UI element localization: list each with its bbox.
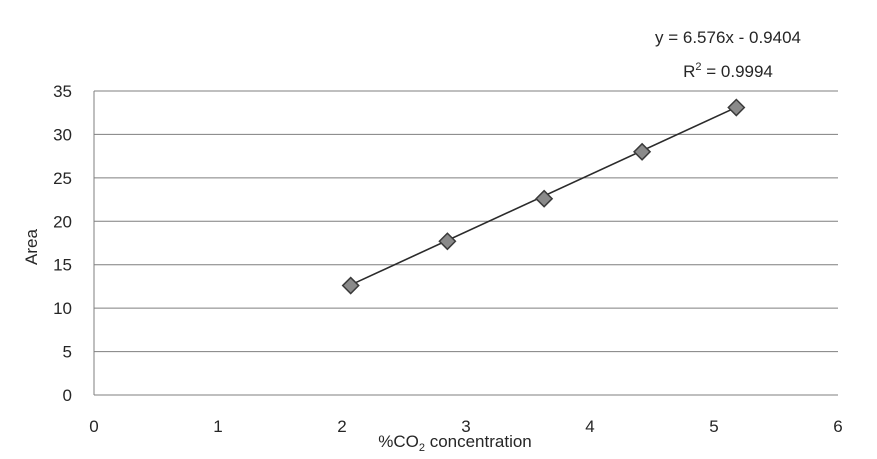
- data-points: [341, 98, 746, 295]
- r-squared-r: R: [683, 62, 695, 81]
- y-tick-label: 25: [53, 169, 72, 188]
- y-tick-label: 20: [53, 212, 72, 231]
- x-tick-label: 5: [709, 417, 718, 436]
- gridlines: [93, 90, 838, 396]
- data-point: [633, 142, 652, 161]
- x-axis-title-suffix: concentration: [425, 432, 532, 451]
- x-axis-title-main: %CO: [378, 432, 419, 451]
- r-squared-value: = 0.9994: [702, 62, 773, 81]
- y-tick-label: 35: [53, 82, 72, 101]
- y-axis-title: Area: [22, 229, 41, 265]
- data-point: [341, 276, 360, 295]
- y-tick-labels: 0 5 10 15 20 25 30 35: [53, 82, 72, 405]
- y-tick-label: 15: [53, 256, 72, 275]
- x-axis-title: %CO2 concentration: [378, 432, 532, 454]
- x-tick-label: 2: [337, 417, 346, 436]
- data-point: [727, 98, 746, 117]
- x-axis-title-subscript: 2: [419, 442, 425, 454]
- x-tick-label: 6: [833, 417, 842, 436]
- y-tick-label: 30: [53, 125, 72, 144]
- y-tick-label: 10: [53, 299, 72, 318]
- r-squared-label: R2 = 0.9994: [683, 61, 773, 81]
- x-tick-label: 3: [461, 417, 470, 436]
- data-point: [438, 232, 457, 251]
- data-point: [535, 189, 554, 208]
- trendline-equation: y = 6.576x - 0.9404: [655, 28, 801, 47]
- x-tick-label: 1: [213, 417, 222, 436]
- r-squared-superscript: 2: [695, 61, 701, 73]
- x-tick-label: 4: [585, 417, 594, 436]
- x-tick-label: 0: [89, 417, 98, 436]
- y-tick-label: 5: [63, 343, 72, 362]
- x-tick-labels: 0 1 2 3 4 5 6: [89, 417, 842, 436]
- y-tick-label: 0: [63, 386, 72, 405]
